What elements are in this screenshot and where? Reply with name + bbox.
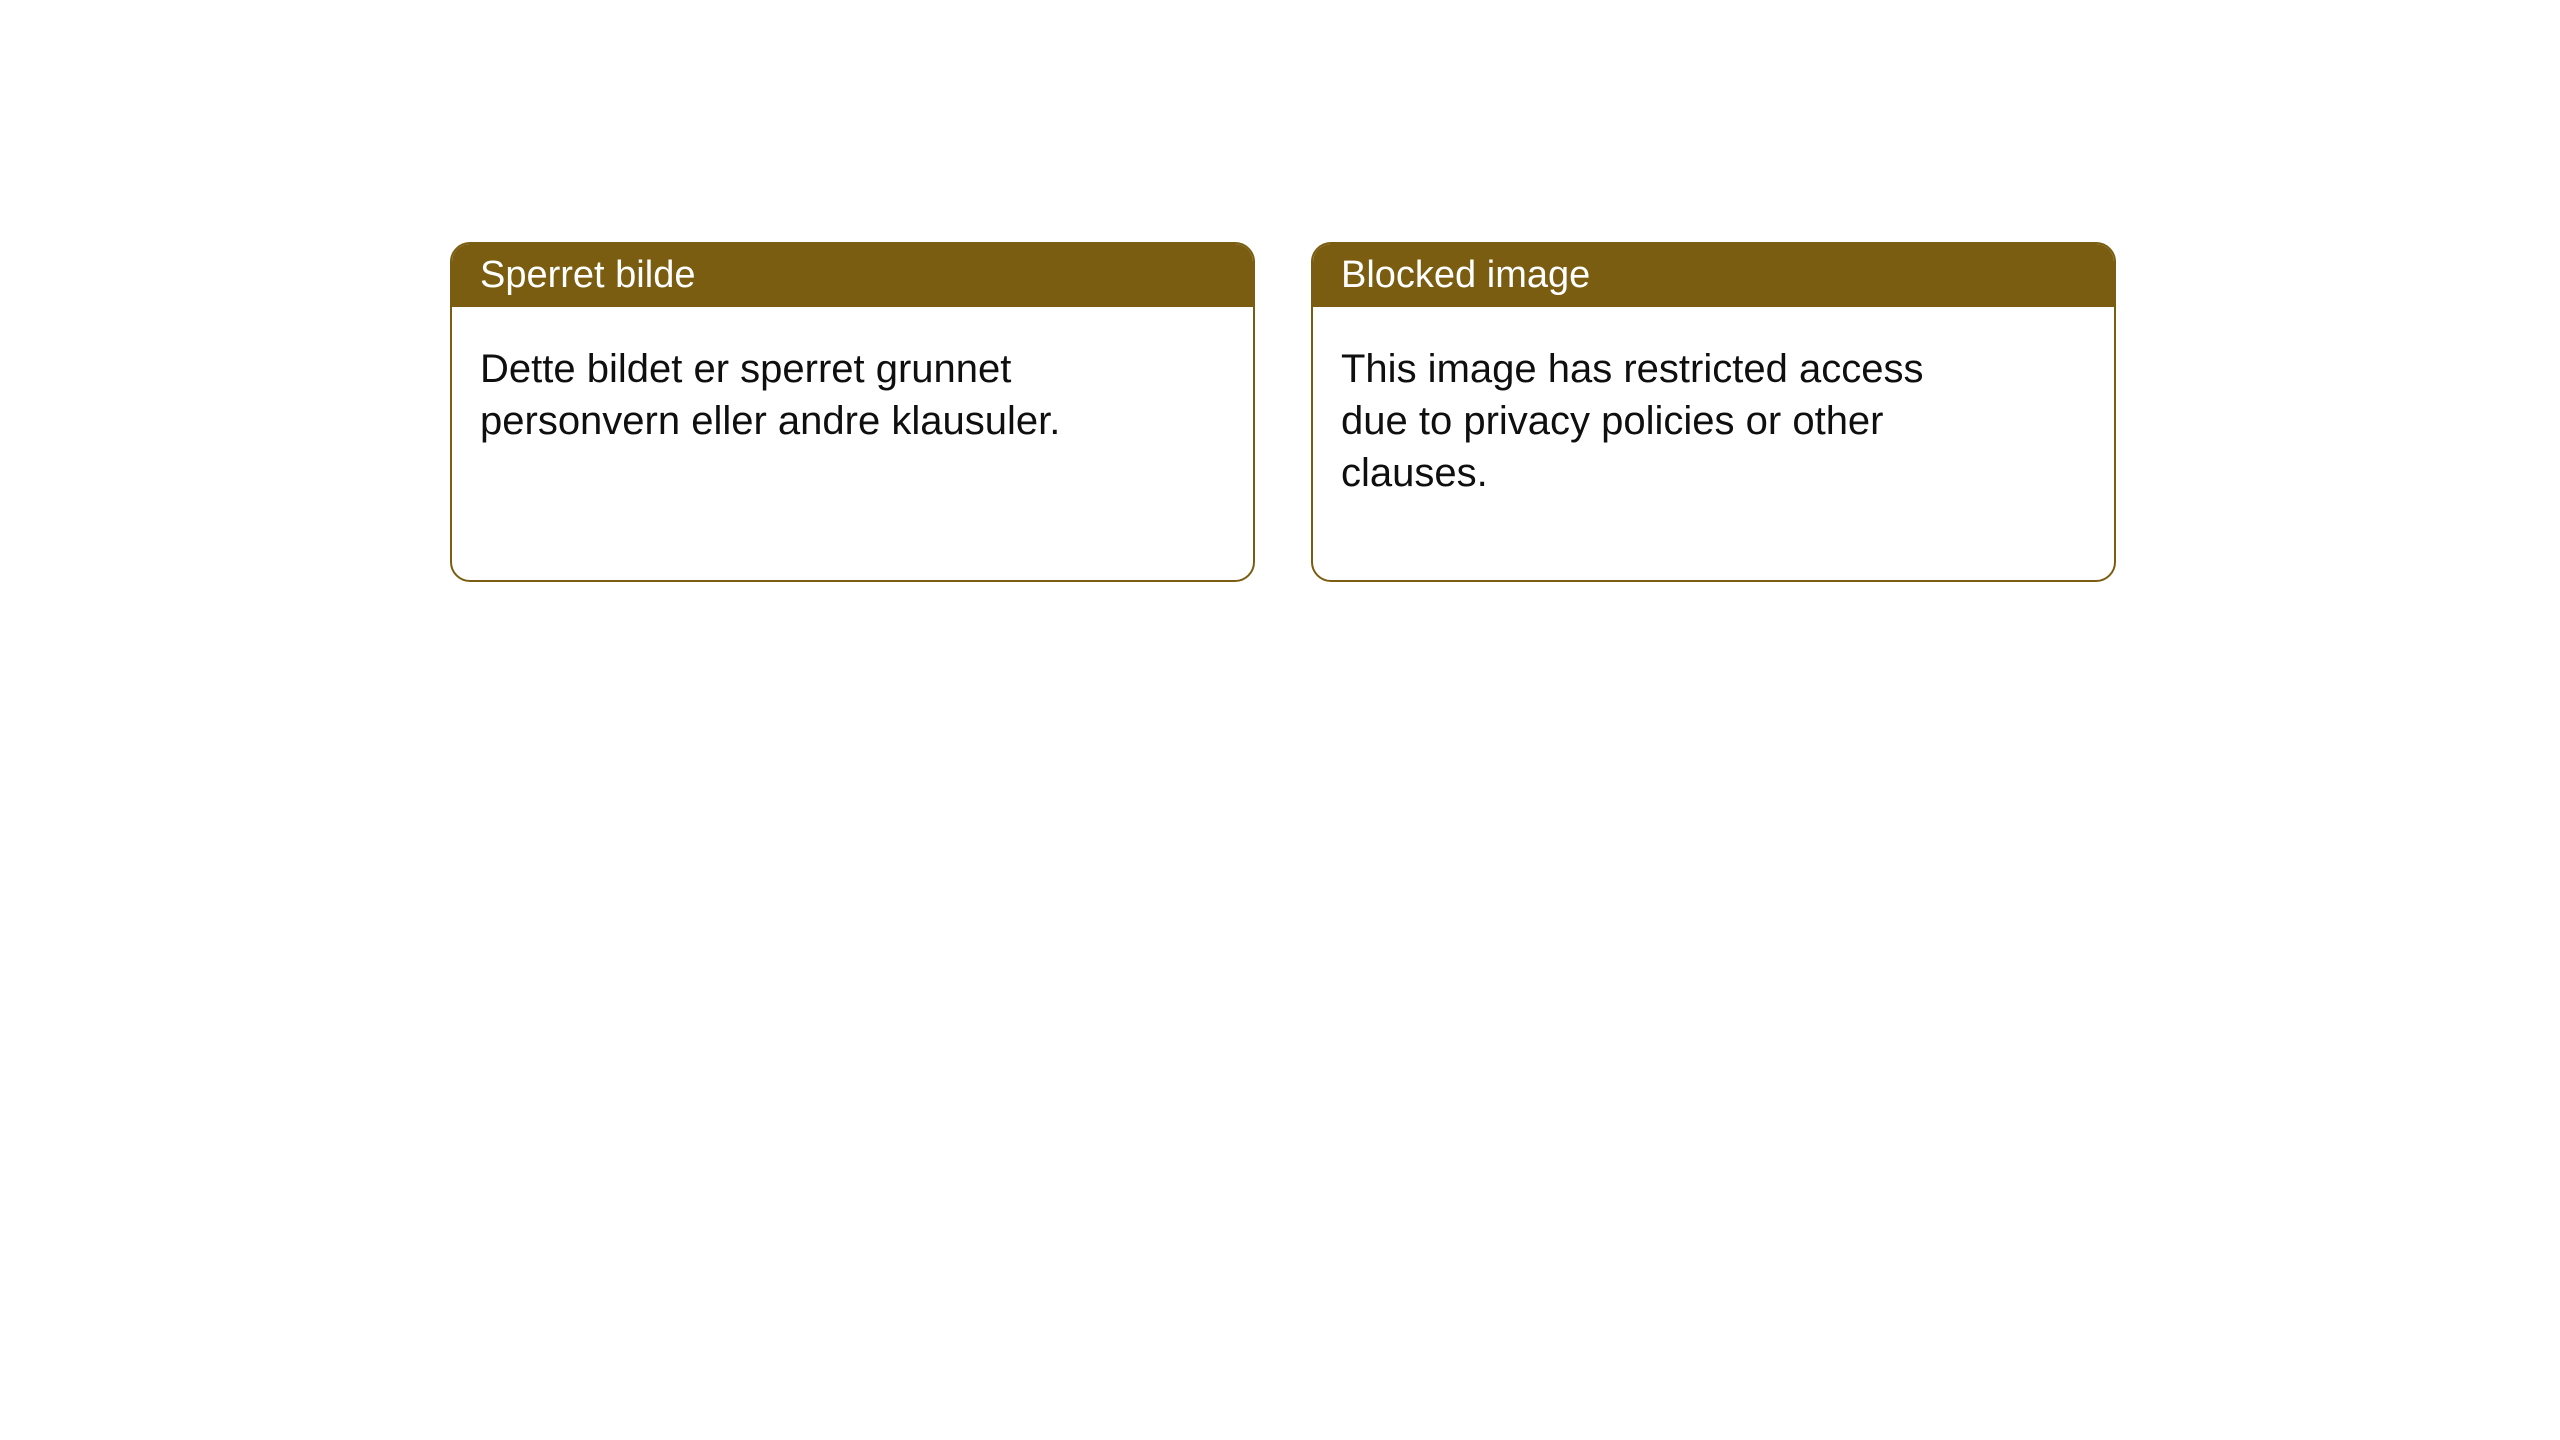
card-header: Blocked image — [1313, 244, 2114, 307]
blocked-image-card-no: Sperret bilde Dette bildet er sperret gr… — [450, 242, 1255, 582]
blocked-image-card-en: Blocked image This image has restricted … — [1311, 242, 2116, 582]
card-body: Dette bildet er sperret grunnet personve… — [452, 307, 1253, 483]
card-body: This image has restricted access due to … — [1313, 307, 2114, 535]
card-title: Sperret bilde — [480, 254, 695, 296]
card-message: Dette bildet er sperret grunnet personve… — [480, 343, 1140, 447]
card-message: This image has restricted access due to … — [1341, 343, 2001, 499]
card-header: Sperret bilde — [452, 244, 1253, 307]
card-container: Sperret bilde Dette bildet er sperret gr… — [0, 0, 2560, 582]
card-title: Blocked image — [1341, 254, 1590, 296]
